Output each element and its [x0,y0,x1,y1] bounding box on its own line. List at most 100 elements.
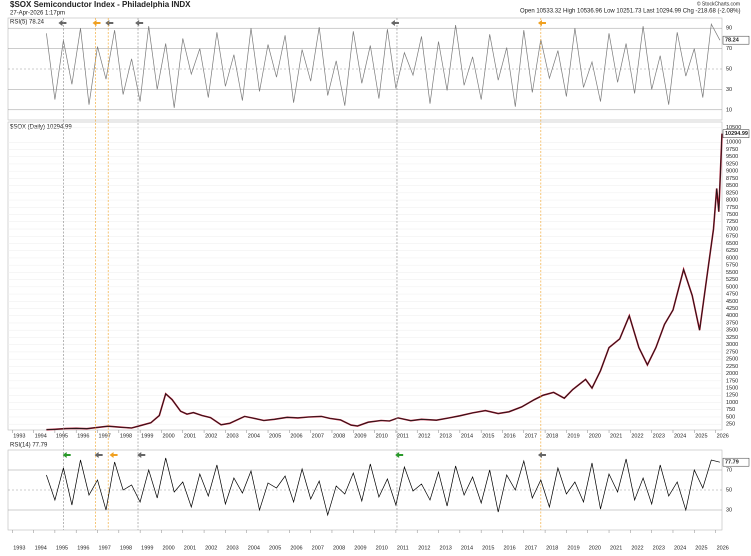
y-tick-label: 1750 [726,378,738,384]
y-tick-label: 50 [726,487,732,493]
x-tick-label: 2017 [525,433,537,439]
x-tick-label: 2015 [482,545,494,551]
y-tick-label: 90 [726,26,732,32]
arrow-icon [92,20,101,26]
x-tick-label: 2015 [482,433,494,439]
x-tick-label: 2011 [397,433,409,439]
x-tick-label: 2019 [567,545,579,551]
x-tick-label: 2017 [525,545,537,551]
x-tick-label: 2026 [717,545,729,551]
y-tick-label: 2000 [726,371,738,377]
arrow-icon [105,20,114,26]
x-tick-label: 1993 [13,433,25,439]
x-tick-label: 2016 [503,433,515,439]
last-value-box [722,129,750,138]
x-tick-label: 2007 [312,545,324,551]
y-tick-label: 250 [726,422,735,428]
credit: © StockCharts.com [697,0,740,7]
arrow-icon [390,20,399,26]
y-tick-label: 5750 [726,263,738,269]
price-shadow [46,133,723,431]
panel-label: RSI(5) 78.24 [10,20,45,26]
y-tick-label: 8750 [726,176,738,182]
arrow-icon [537,20,546,26]
x-tick-label: 1994 [35,545,47,551]
x-tick-label: 2018 [546,545,558,551]
y-tick-label: 5000 [726,284,738,290]
y-tick-label: 1000 [726,400,738,406]
y-tick-label: 2250 [726,364,738,370]
x-tick-label: 1999 [141,433,153,439]
x-tick-label: 2013 [440,433,452,439]
y-tick-label: 6750 [726,234,738,240]
y-tick-label: 30 [726,507,732,513]
y-tick-label: 3750 [726,320,738,326]
x-tick-label: 2016 [503,545,515,551]
y-tick-label: 8250 [726,190,738,196]
x-tick-label: 2018 [546,433,558,439]
y-tick-label: 4000 [726,313,738,319]
y-tick-label: 750 [726,407,735,413]
last-value-label: 10294.99 [725,131,748,137]
y-tick-label: 9000 [726,169,738,175]
y-tick-label: 70 [726,467,732,473]
x-tick-label: 1994 [35,433,47,439]
x-tick-label: 2004 [248,545,260,551]
x-tick-label: 2019 [567,433,579,439]
x-tick-label: 2012 [418,433,430,439]
arrow-icon [62,452,71,458]
y-tick-label: 7750 [726,205,738,211]
x-tick-label: 1997 [99,545,111,551]
quote: Open 10533.32 High 10536.96 Low 10251.73… [520,9,741,15]
series-line [46,457,720,517]
y-tick-label: 30 [726,87,732,93]
x-tick-label: 2022 [631,545,643,551]
x-tick-label: 2026 [717,433,729,439]
x-tick-label: 2008 [333,545,345,551]
x-tick-label: 2012 [418,545,430,551]
x-tick-label: 1993 [13,545,25,551]
x-tick-label: 2003 [226,433,238,439]
x-tick-label: 1995 [56,545,68,551]
y-tick-label: 6500 [726,241,738,247]
y-tick-label: 9750 [726,147,738,153]
y-tick-label: 3500 [726,328,738,334]
x-tick-label: 1997 [99,433,111,439]
y-tick-label: 4250 [726,306,738,312]
x-tick-label: 2010 [376,545,388,551]
x-tick-label: 2006 [290,433,302,439]
y-tick-label: 6250 [726,248,738,254]
x-tick-label: 2025 [695,433,707,439]
x-tick-label: 2009 [354,433,366,439]
arrow-icon [395,452,404,458]
x-tick-label: 2001 [184,433,196,439]
arrow-icon [137,452,146,458]
x-tick-label: 2013 [440,545,452,551]
x-tick-label: 2025 [695,545,707,551]
x-tick-label: 1998 [120,433,132,439]
x-tick-label: 2024 [674,433,686,439]
y-tick-label: 10 [726,107,732,113]
y-tick-label: 9500 [726,154,738,160]
x-tick-label: 2008 [333,433,345,439]
y-tick-label: 4500 [726,299,738,305]
y-tick-label: 7250 [726,219,738,225]
y-tick-label: 8000 [726,198,738,204]
x-tick-label: 2000 [162,545,174,551]
x-tick-label: 1996 [77,545,89,551]
x-tick-label: 2009 [354,545,366,551]
date: 27-Apr-2026 1:17pm [10,11,65,17]
y-tick-label: 50 [726,66,732,72]
y-tick-label: 5250 [726,277,738,283]
y-tick-label: 6000 [726,255,738,261]
arrow-icon [537,452,546,458]
y-tick-label: 8500 [726,183,738,189]
x-tick-label: 2007 [312,433,324,439]
last-value-label: 77.79 [725,460,739,466]
y-tick-label: 7000 [726,226,738,232]
x-tick-label: 1996 [77,433,89,439]
x-tick-label: 2023 [653,433,665,439]
y-tick-label: 5500 [726,270,738,276]
y-tick-label: 500 [726,414,735,420]
x-tick-label: 2010 [376,433,388,439]
